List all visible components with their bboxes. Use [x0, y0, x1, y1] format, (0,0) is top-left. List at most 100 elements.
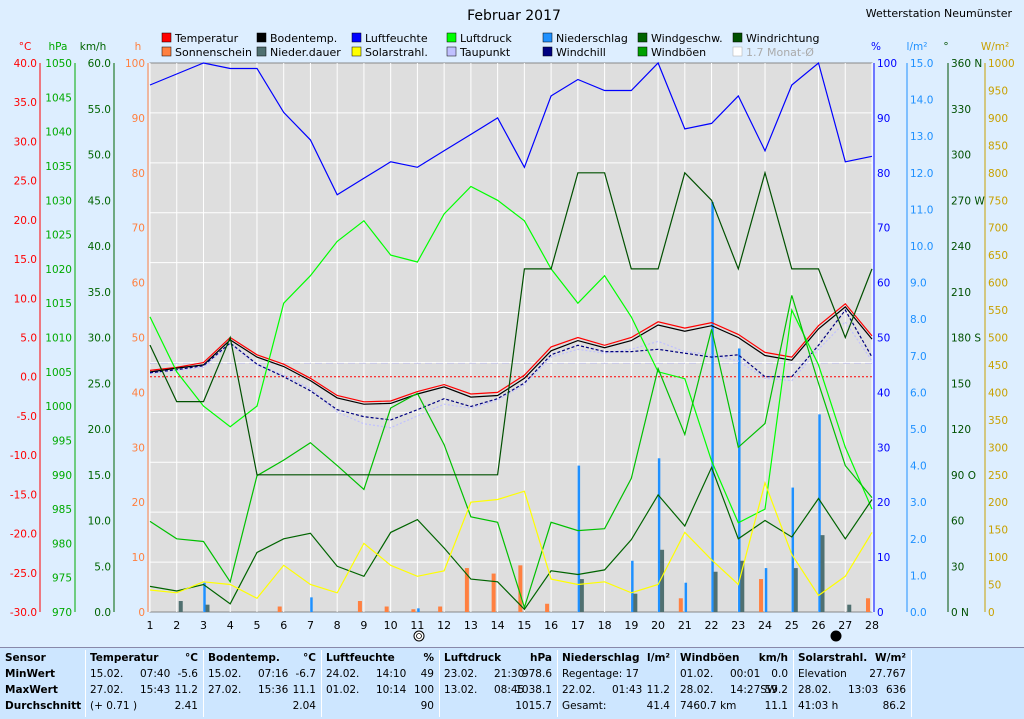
tick-label-temp: 20.0 — [14, 215, 37, 227]
x-tick-label: 19 — [624, 619, 638, 632]
stats-value: 11.2 — [174, 684, 198, 696]
stats-panel-5: Windböen km/h 01.02. 00:01 0.0 28.02. 14:27SW 5… — [675, 650, 794, 717]
tick-label-rain: 14.0 — [910, 95, 933, 107]
stats-date: 28.02. — [680, 684, 714, 696]
bar-Nieder.dauer — [178, 601, 183, 612]
tick-label-temp: 0.0 — [20, 372, 37, 384]
stats-row-avg: 41:03 h 86.2 — [798, 698, 906, 714]
stats-row-max: 28.02. 14:27SW 59.2 — [680, 682, 788, 698]
tick-label-temp: -10.0 — [10, 450, 37, 462]
axis-unit-solar: W/m² — [981, 41, 1009, 53]
stats-value: 27.767 — [869, 668, 906, 680]
x-tick-label: 26 — [812, 619, 826, 632]
bar-Nieder.dauer — [713, 571, 718, 612]
legend-label: Windchill — [556, 46, 606, 59]
bar-Nieder.dauer — [205, 604, 210, 612]
stats-date: Elevation — [798, 668, 847, 680]
tick-label-hours: 30 — [132, 442, 145, 454]
series-line-Windböen — [149, 295, 873, 610]
tick-label-wind: 20.0 — [88, 424, 111, 436]
stats-panel-0: Temperatur °C 15.02. 07:40 -5.6 27.02. 15:43 11… — [85, 650, 204, 717]
tick-label-hours: 70 — [132, 223, 145, 235]
stats-labels-panel: Sensor MinWert MaxWert Durchschnitt — [0, 650, 86, 717]
series-line-Temperatur — [149, 302, 873, 403]
series-line-Windgeschw. — [149, 465, 873, 611]
tick-label-rain: 2.0 — [910, 534, 927, 546]
tick-label-direction: 270 W — [951, 195, 985, 207]
bar-Sonnenschein — [384, 606, 389, 612]
x-tick-label: 1 — [147, 619, 154, 632]
stats-row-max: 13.02. 08:45 1038.1 — [444, 682, 552, 698]
stats-value: 11.1 — [764, 700, 788, 712]
stats-row-avg: 90 — [326, 698, 434, 714]
bar-Nieder.dauer — [740, 560, 745, 612]
x-tick-label: 14 — [491, 619, 505, 632]
bar-Sonnenschein — [518, 565, 523, 612]
tick-label-pressure: 1025 — [45, 230, 72, 242]
stats-column-unit: % — [423, 652, 434, 664]
stats-column-title: Temperatur — [90, 652, 159, 664]
stats-value: 41.4 — [646, 700, 670, 712]
tick-label-hours: 0 — [138, 607, 145, 619]
stats-row-min: Regentage: 17 — [562, 666, 670, 682]
stats-date: 24.02. — [326, 668, 360, 680]
tick-label-pressure: 985 — [52, 504, 72, 516]
x-tick-label: 25 — [785, 619, 799, 632]
stats-row-max: 01.02. 10:14 100 — [326, 682, 434, 698]
stats-panel-2: Luftfeuchte% 24.02. 14:10 49 01.02. 10:14 100 9… — [321, 650, 440, 717]
tick-label-pressure: 1040 — [45, 127, 72, 139]
stats-time: 07:16 — [258, 668, 289, 680]
stats-date: 15.02. — [208, 668, 242, 680]
tick-label-pressure: 1015 — [45, 298, 72, 310]
weather-chart: °C40.035.030.025.020.015.010.05.00.0-5.0… — [9, 7, 1015, 642]
tick-label-temp: 15.0 — [14, 254, 37, 266]
tick-label-solar: 350 — [988, 415, 1008, 427]
legend-label: Windrichtung — [746, 32, 819, 45]
stats-value: 11.2 — [646, 684, 670, 696]
stats-row-min: 23.02. 21:30 978.6 — [444, 666, 552, 682]
legend-label: Bodentemp. — [270, 32, 337, 45]
tick-label-humidity: 60 — [877, 278, 890, 290]
bar-Sonnenschein — [545, 603, 550, 612]
stats-date: (+ 0.71 ) — [90, 700, 138, 712]
axes: °C40.035.030.025.020.015.010.05.00.0-5.0… — [10, 41, 1015, 632]
stats-row-avg: Gesamt: 41.4 — [562, 698, 670, 714]
tick-label-wind: 30.0 — [88, 333, 111, 345]
legend: Temperatur Bodentemp. Luftfeuchte Luftdruck… — [161, 32, 819, 59]
tick-label-pressure: 1020 — [45, 264, 72, 276]
legend-swatch — [637, 32, 648, 43]
bar-Nieder.dauer — [820, 535, 825, 612]
tick-label-solar: 650 — [988, 250, 1008, 262]
bar-Sonnenschein — [464, 568, 469, 612]
tick-label-humidity: 20 — [877, 497, 890, 509]
stats-date: Regentage: 17 — [562, 668, 639, 680]
tick-label-direction: 300 — [951, 150, 971, 162]
x-tick-label: 17 — [571, 619, 585, 632]
legend-label: Taupunkt — [459, 46, 511, 59]
legend-label: Windböen — [651, 46, 706, 59]
bar-Nieder.dauer — [660, 549, 665, 612]
tick-label-direction: 180 S — [951, 333, 981, 345]
bar-Sonnenschein — [759, 579, 764, 612]
x-tick-label: 9 — [360, 619, 367, 632]
stats-column-title: Niederschlag — [562, 652, 640, 664]
stats-value: 2.04 — [292, 700, 316, 712]
series-line-Luftfeuchte — [149, 61, 873, 196]
stats-row-label: MinWert — [5, 668, 56, 680]
tick-label-wind: 25.0 — [88, 378, 111, 390]
tick-label-pressure: 995 — [52, 435, 72, 447]
stats-date: 13.02. — [444, 684, 478, 696]
tick-label-pressure: 1045 — [45, 92, 72, 104]
tick-label-temp: -15.0 — [10, 489, 37, 501]
stats-column-unit: °C — [185, 652, 198, 664]
stats-column-title: Windböen — [680, 652, 740, 664]
tick-label-wind: 10.0 — [88, 516, 111, 528]
stats-header: Niederschlag l/m² — [562, 650, 670, 666]
tick-label-pressure: 975 — [52, 573, 72, 585]
tick-label-rain: 8.0 — [910, 314, 927, 326]
stats-column-unit: hPa — [530, 652, 552, 664]
stats-row-min: 24.02. 14:10 49 — [326, 666, 434, 682]
x-tick-label: 21 — [678, 619, 692, 632]
legend-swatch — [637, 46, 648, 57]
station-name: Wetterstation Neumünster — [866, 7, 1013, 20]
